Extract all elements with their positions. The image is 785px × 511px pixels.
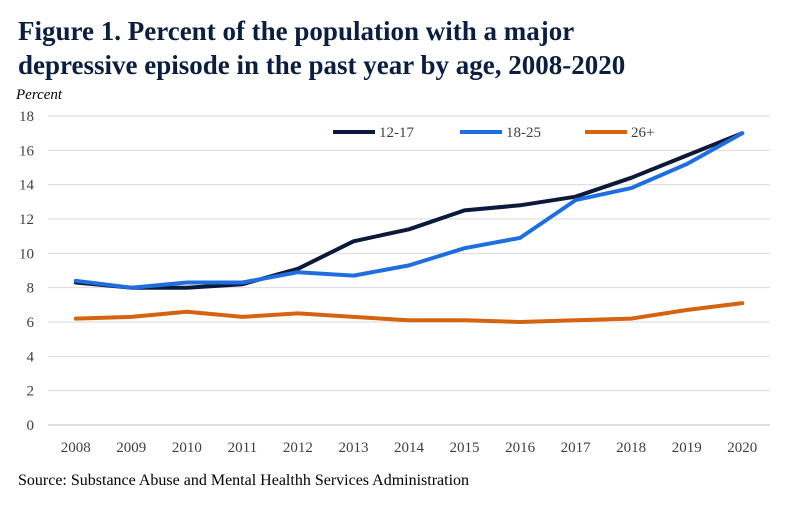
chart-title-line-2: depressive episode in the past year by a… [18,50,626,80]
x-tick-label: 2019 [672,440,702,456]
series-line-18-25 [73,131,745,290]
y-tick-label: 16 [19,143,35,159]
y-axis-label: Percent [15,87,63,103]
x-tick-label: 2018 [616,440,646,456]
x-tick-label: 2014 [394,440,425,456]
series-lines [73,131,745,324]
y-axis-ticks: 0 2 4 6 8 10 12 14 16 18 [19,109,35,434]
y-tick-label: 8 [27,281,35,297]
y-tick-label: 12 [19,212,34,228]
series-line-26+ [73,301,745,324]
legend-label-12-17: 12-17 [379,125,414,141]
x-tick-label: 2020 [727,440,757,456]
y-tick-label: 0 [27,418,35,434]
x-tick-label: 2011 [228,440,257,456]
x-tick-label: 2015 [450,440,480,456]
x-tick-label: 2016 [505,440,536,456]
x-axis-ticks: 2008 2009 2010 2011 2012 2013 2014 2015 2016 2017… [61,440,757,456]
x-tick-label: 2012 [283,440,313,456]
y-tick-label: 4 [27,349,35,365]
series-line-12-17 [73,131,745,290]
gridlines [48,115,770,426]
x-tick-label: 2010 [172,440,202,456]
x-tick-label: 2013 [338,440,368,456]
x-tick-label: 2009 [116,440,146,456]
chart-title-line-1: Figure 1. Percent of the population with… [18,16,575,46]
source-note: Source: Substance Abuse and Mental Healt… [18,472,470,489]
x-tick-label: 2008 [61,440,91,456]
legend-label-18-25: 18-25 [506,125,541,141]
x-tick-label: 2017 [561,440,592,456]
chart-title: Figure 1. Percent of the population with… [18,14,778,82]
legend-label-26+: 26+ [631,125,654,141]
y-tick-label: 2 [27,384,35,400]
y-tick-label: 6 [27,315,35,331]
y-tick-label: 14 [19,178,35,194]
y-tick-label: 18 [19,109,34,125]
y-tick-label: 10 [19,246,34,262]
legend: 12-17 18-25 26+ [333,125,654,141]
